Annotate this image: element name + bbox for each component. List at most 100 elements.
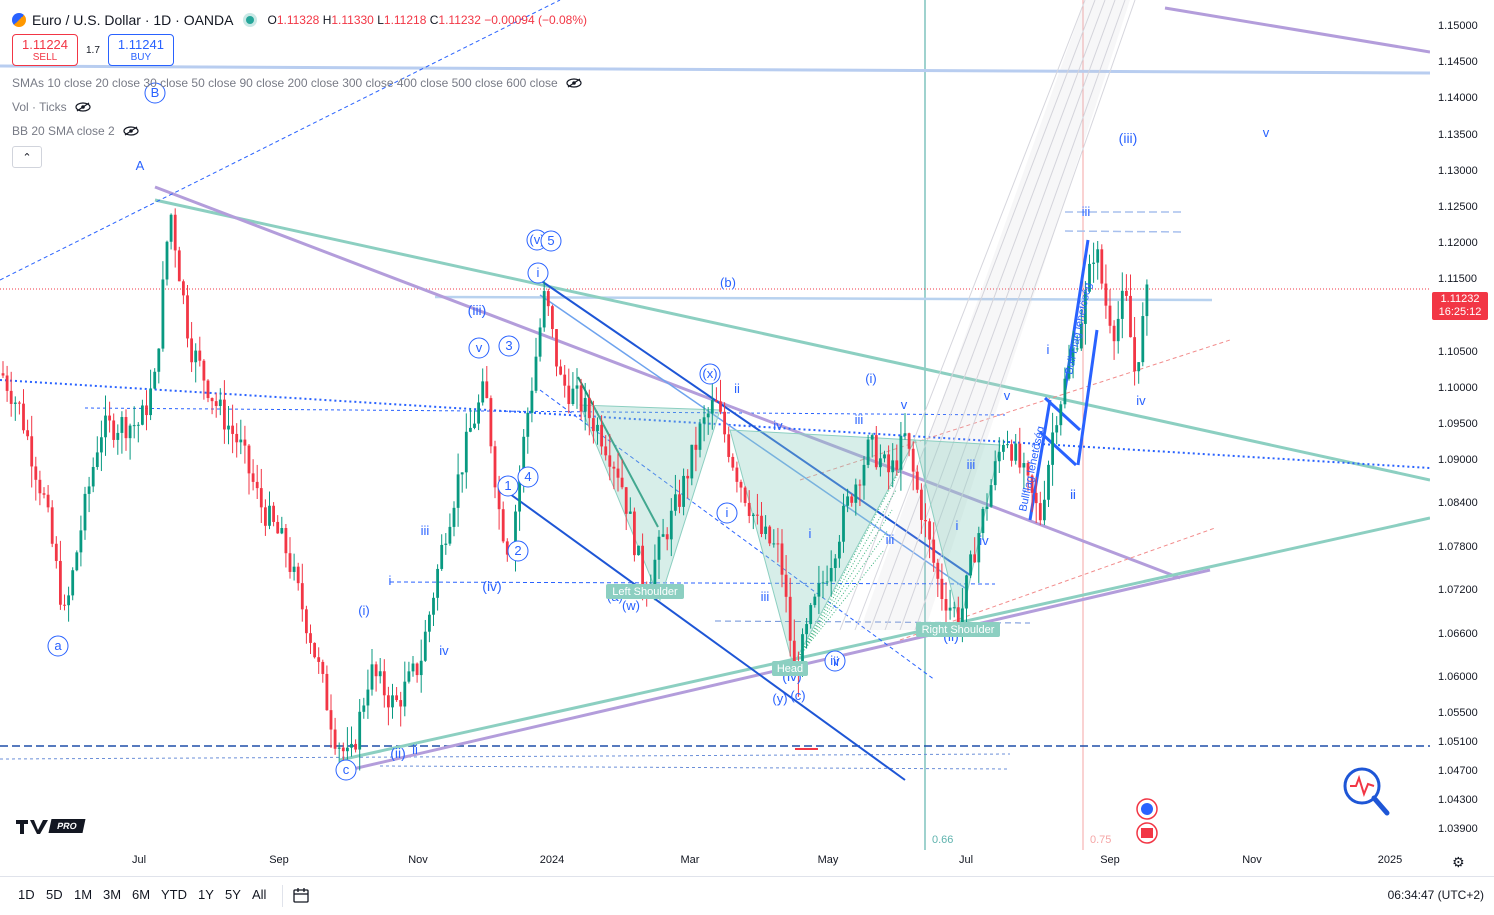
range-3m-button[interactable]: 3M (103, 887, 122, 902)
range-6m-button[interactable]: 6M (132, 887, 151, 902)
candle-body (481, 381, 485, 403)
candle-body (419, 660, 423, 676)
candle-body (813, 596, 817, 606)
candle-body (825, 581, 829, 583)
candle-body (977, 533, 981, 563)
range-1y-button[interactable]: 1Y (198, 887, 214, 902)
candle-body (497, 487, 501, 510)
candle-body (83, 493, 87, 531)
candle-body (674, 494, 677, 511)
price-axis[interactable]: 1.15000 1.14500 1.14000 1.13500 1.13000 1.125… (1430, 0, 1494, 850)
candle-body (374, 664, 378, 677)
sell-button[interactable]: 1.11224 SELL (12, 34, 78, 66)
range-1d-button[interactable]: 1D (18, 887, 35, 902)
candle-body (887, 454, 890, 473)
candle-body (723, 411, 726, 435)
time-tick-label: May (817, 854, 839, 866)
calendar-goto-date-icon[interactable] (292, 886, 310, 904)
indicator-bb[interactable]: BB 20 SMA close 2 (12, 124, 587, 138)
collapse-legend-button[interactable]: ⌃ (12, 146, 42, 168)
candle-body (1, 373, 5, 376)
indicator-smas-label: SMAs 10 close 20 close 30 close 50 close… (12, 76, 558, 90)
candle-body (891, 460, 895, 473)
candle-body (227, 425, 230, 430)
candle-body (214, 401, 218, 407)
candle-body (776, 543, 780, 545)
candle-body (42, 493, 46, 495)
wave-label: iii (421, 523, 430, 538)
drawings-layer (0, 0, 1430, 850)
horizontal-line (0, 64, 1430, 75)
wave-label-circle (335, 759, 357, 781)
price-tick-label: 1.04700 (1438, 765, 1478, 778)
candle-body (284, 528, 288, 554)
timezone-clock[interactable]: 06:34:47 (UTC+2) (1387, 888, 1484, 902)
candle-body (899, 435, 903, 470)
indicator-smas[interactable]: SMAs 10 close 20 close 30 close 50 close… (12, 76, 587, 90)
price-tick-label: 1.14000 (1438, 92, 1478, 105)
candle-body (1034, 492, 1038, 504)
wave-label: (b) (720, 275, 736, 290)
range-5d-button[interactable]: 5D (46, 887, 63, 902)
candle-body (317, 657, 321, 662)
candle-body (206, 380, 210, 399)
wave-label: v (901, 397, 908, 412)
fib-fan-line (899, 0, 1126, 631)
price-tick-label: 1.13000 (1438, 164, 1478, 177)
wave-label: iv (979, 533, 989, 548)
candle-body (387, 695, 390, 708)
candle-body (702, 417, 706, 424)
price-tick-label: 1.12000 (1438, 237, 1478, 250)
candle-body (661, 534, 665, 537)
candle-body (1030, 475, 1034, 493)
gear-icon[interactable]: ⚙ (1452, 854, 1465, 870)
buy-button[interactable]: 1.11241 BUY (107, 34, 174, 66)
candle-body (751, 514, 755, 516)
horizontal-line (389, 581, 996, 585)
candle-body (210, 398, 214, 402)
last-price-label: 1.11232 16:25:12 (1432, 291, 1488, 320)
horizontal-line (0, 753, 1011, 760)
wave-label-circle (527, 262, 549, 284)
price-tick-label: 1.08400 (1438, 497, 1478, 510)
hidden-eye-icon[interactable] (123, 126, 139, 136)
horizontal-line (379, 765, 1011, 770)
hidden-eye-icon[interactable] (75, 102, 91, 112)
wave-label: (iii) (1119, 130, 1138, 146)
candle-body (1051, 432, 1054, 465)
bottom-toolbar: 1D 5D 1M 3M 6M YTD 1Y 5Y All 06:34:47 (U… (0, 876, 1494, 915)
range-1m-button[interactable]: 1M (74, 887, 93, 902)
tradingview-logo-icon (16, 820, 48, 834)
trendline (1164, 6, 1430, 54)
candle-body (280, 528, 284, 534)
range-all-button[interactable]: All (252, 887, 267, 902)
wave-label: B (151, 85, 160, 100)
candle-body (157, 348, 161, 372)
candle-body (251, 473, 255, 482)
symbol-title[interactable]: Euro / U.S. Dollar · 1D · OANDA (32, 12, 234, 28)
time-axis[interactable]: Jul Sep Nov 2024 Mar May Jul Sep Nov 2025 (0, 850, 1430, 874)
candle-body (399, 700, 403, 707)
indicator-volume[interactable]: Vol · Ticks (12, 100, 587, 114)
wave-label: iv (439, 643, 449, 658)
flag-line (1076, 329, 1099, 466)
candle-body (952, 607, 956, 609)
open-value: 1.11328 (276, 13, 320, 27)
last-price-value: 1.11232 (1440, 292, 1480, 305)
range-ytd-button[interactable]: YTD (161, 887, 187, 902)
candle-body (706, 413, 710, 418)
change-value: −0.00094 (−0.08%) (484, 13, 587, 27)
hidden-eye-icon[interactable] (566, 78, 582, 88)
high-value: 1.11330 (331, 13, 374, 27)
candle-body (370, 664, 374, 690)
candle-body (883, 454, 886, 459)
candle-body (956, 607, 960, 627)
range-5y-button[interactable]: 5Y (225, 887, 241, 902)
candle-body (579, 385, 583, 412)
note-label: Bull Flag lehetőség (1063, 282, 1094, 376)
fib-fan-line (869, 0, 1106, 631)
price-tick-label: 1.04300 (1438, 794, 1478, 807)
pattern-shape (729, 429, 916, 667)
